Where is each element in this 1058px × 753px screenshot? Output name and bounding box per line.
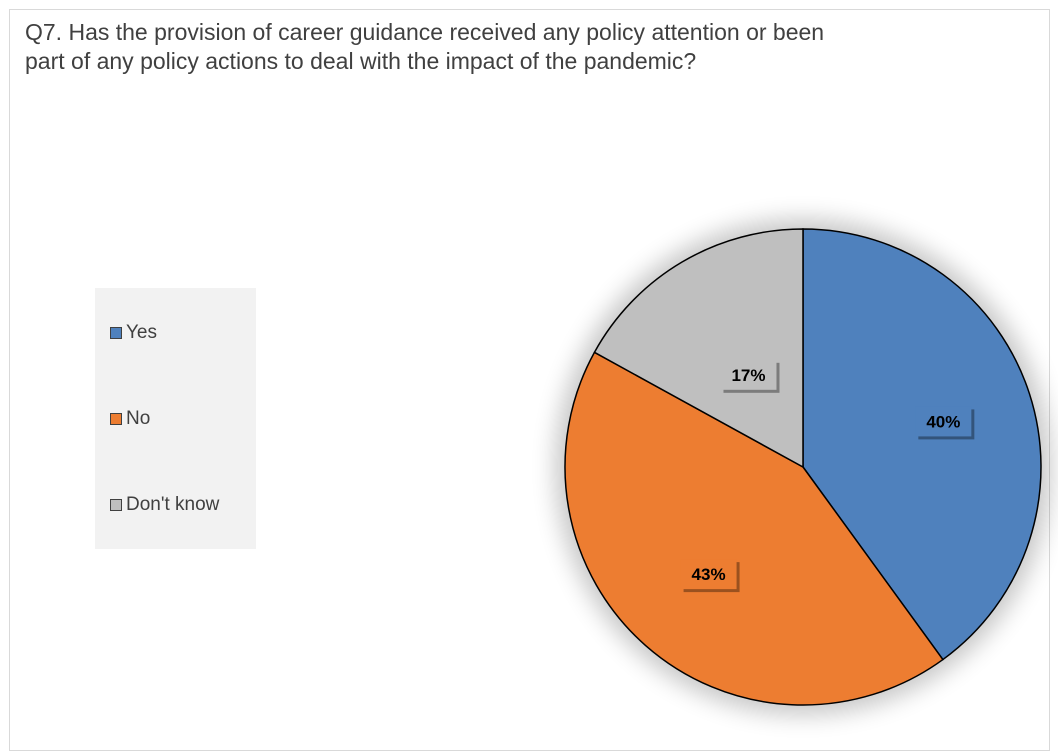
legend-label-yes: Yes	[126, 322, 157, 343]
legend-swatch-dont-know	[110, 499, 122, 511]
pie-slices	[564, 228, 1042, 706]
pie-slice-no	[564, 351, 944, 706]
chart-frame	[9, 9, 1050, 751]
legend-item-dont-know: Don't know	[110, 494, 219, 516]
legend-item-yes: Yes	[110, 322, 157, 344]
pie-slice-dont-know	[593, 228, 804, 469]
legend-swatch-yes	[110, 327, 122, 339]
data-label-no: 43%	[680, 559, 740, 593]
data-label-box	[680, 559, 737, 590]
data-label-text: 43%	[692, 565, 726, 584]
legend: Yes No Don't know	[95, 288, 256, 549]
legend-item-no: No	[110, 408, 150, 430]
chart-title: Q7. Has the provision of career guidance…	[25, 19, 825, 74]
legend-label-dont-know: Don't know	[126, 494, 220, 515]
pie-labels: 40% 43% 17%	[680, 359, 975, 593]
data-label-dont-know: 17%	[720, 359, 780, 393]
legend-label-no: No	[126, 408, 151, 429]
data-label-box	[915, 406, 972, 437]
data-label-box	[720, 359, 777, 390]
pie-slice-yes	[802, 228, 1042, 661]
data-label-text: 40%	[926, 412, 960, 431]
data-label-yes: 40%	[915, 406, 975, 440]
legend-swatch-no	[110, 413, 122, 425]
data-label-text: 17%	[731, 366, 765, 385]
